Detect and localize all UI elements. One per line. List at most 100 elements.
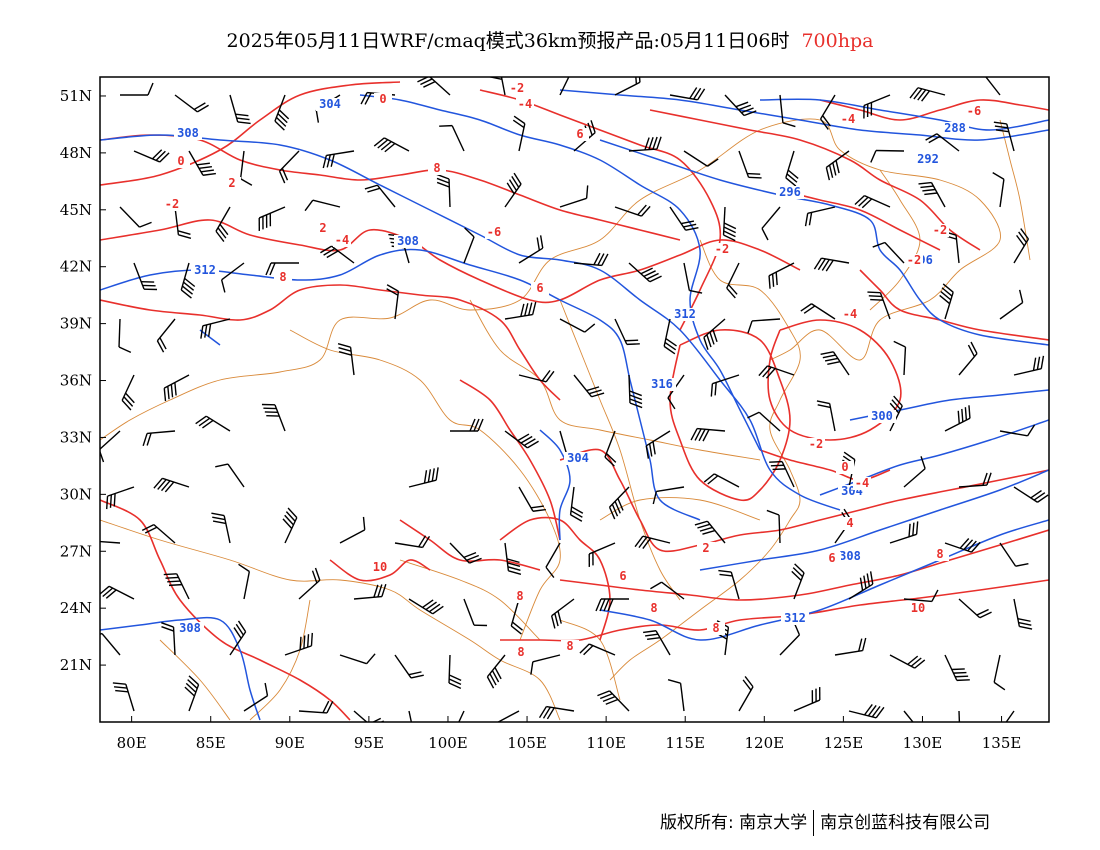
wind-barb-staff xyxy=(768,262,795,277)
wind-barb-feather xyxy=(747,172,761,175)
wind-barb-staff xyxy=(153,524,176,544)
wind-barb-staff xyxy=(353,595,382,600)
wind-barb-feather xyxy=(861,198,873,209)
wind-barb xyxy=(669,206,699,231)
wind-barb-feather xyxy=(415,736,428,743)
wind-barb-staff xyxy=(930,182,946,208)
wind-barb-feather xyxy=(528,302,533,316)
wind-barb-staff xyxy=(331,245,355,264)
boundary-line xyxy=(289,329,561,641)
wind-barb xyxy=(825,150,850,181)
wind-barb xyxy=(229,94,251,125)
wind-barb xyxy=(579,643,616,656)
wind-barb xyxy=(1013,228,1030,264)
label-backdrop xyxy=(941,122,969,135)
wind-barb xyxy=(804,206,836,227)
wind-barb-feather xyxy=(611,503,619,517)
wind-barb-staff xyxy=(730,571,740,600)
wind-barb-feather xyxy=(1033,492,1046,501)
wind-barb-feather xyxy=(571,506,584,514)
temperature-label: -6 xyxy=(487,225,501,239)
wind-barb xyxy=(337,343,355,376)
wind-barb-feather xyxy=(914,659,926,669)
wind-barb xyxy=(439,124,465,152)
wind-barb-feather xyxy=(718,569,732,573)
wind-barb-feather xyxy=(599,693,613,700)
wind-barb-feather xyxy=(489,673,497,686)
wind-barb-feather xyxy=(703,473,715,483)
wind-barb-feather xyxy=(431,468,435,482)
wind-barb xyxy=(816,400,836,432)
wind-barb-feather xyxy=(142,433,148,447)
wind-barb-staff xyxy=(642,535,671,544)
wind-barb-feather xyxy=(448,682,462,690)
wind-barb-feather xyxy=(436,173,450,180)
wind-barb-feather xyxy=(785,177,797,187)
wind-barb xyxy=(993,121,1015,152)
wind-barb xyxy=(614,318,640,346)
wind-barb-feather xyxy=(282,518,293,529)
wind-barb-staff xyxy=(215,206,231,232)
wind-barb-feather xyxy=(959,538,970,549)
wind-barb-staff xyxy=(518,247,544,264)
wind-barb-feather xyxy=(866,103,869,117)
label-backdrop xyxy=(333,234,351,247)
wind-barb-feather xyxy=(330,153,335,167)
temperature-contour xyxy=(779,189,941,251)
wind-barb-feather xyxy=(240,178,253,186)
wind-barb-feather xyxy=(638,536,648,549)
wind-barb-feather xyxy=(202,172,216,176)
wind-barb xyxy=(220,262,245,293)
wind-barb-staff xyxy=(807,206,836,214)
wind-barb xyxy=(243,682,269,712)
wind-barb-feather xyxy=(617,498,624,511)
wind-barb-feather xyxy=(269,262,276,276)
wind-barb-feather xyxy=(284,514,294,526)
wind-barb-feather xyxy=(178,234,192,239)
temperature-contour xyxy=(649,109,981,251)
wind-barb-staff xyxy=(573,132,596,152)
temperature-contour xyxy=(100,219,801,304)
wind-barb xyxy=(800,303,836,320)
wind-barb-staff xyxy=(504,183,522,208)
wind-barb-feather xyxy=(204,324,208,338)
wind-barb-feather xyxy=(161,626,174,632)
temperature-contour xyxy=(499,516,611,641)
wind-barb-feather xyxy=(804,213,809,227)
wind-barb-feather xyxy=(861,637,867,651)
wind-barb-feather xyxy=(940,291,952,301)
height-label: 316 xyxy=(651,377,673,391)
wind-barb xyxy=(604,430,617,467)
boundary-line xyxy=(159,639,231,721)
temperature-contour xyxy=(100,134,681,241)
wind-barb-feather xyxy=(113,686,128,689)
wind-barb xyxy=(634,535,671,550)
label-backdrop xyxy=(223,177,241,190)
wind-barb-feather xyxy=(275,116,287,127)
wind-barb-feather xyxy=(159,152,170,163)
wind-barb-staff xyxy=(532,654,561,663)
wind-barb-feather xyxy=(993,121,1007,125)
temperature-contour xyxy=(459,379,561,541)
wind-barb-feather xyxy=(147,82,154,96)
wind-barb-feather xyxy=(629,390,642,397)
wind-barb-feather xyxy=(1019,625,1033,630)
boundary-line xyxy=(559,299,681,601)
wind-barb-feather xyxy=(924,192,938,196)
wind-barb-staff xyxy=(448,178,451,208)
wind-barb-feather xyxy=(909,87,919,99)
wind-barb-feather xyxy=(466,554,480,561)
wind-barb xyxy=(958,341,978,376)
credit-line: 版权所有: 南京大学 南京创蓝科技有限公司 xyxy=(660,808,990,836)
wind-barb-feather xyxy=(960,735,972,740)
wind-barb-feather xyxy=(922,188,936,192)
wind-barb xyxy=(769,460,795,488)
wind-barb-feather xyxy=(473,418,480,432)
wind-barb-feather xyxy=(723,222,737,230)
wind-barb-feather xyxy=(782,122,796,128)
height-label: 308 xyxy=(397,234,419,248)
wind-barb-staff xyxy=(569,486,575,515)
temperature-label: 0 xyxy=(177,154,184,168)
wind-barb-staff xyxy=(889,405,903,432)
wind-barb-feather xyxy=(422,535,431,548)
